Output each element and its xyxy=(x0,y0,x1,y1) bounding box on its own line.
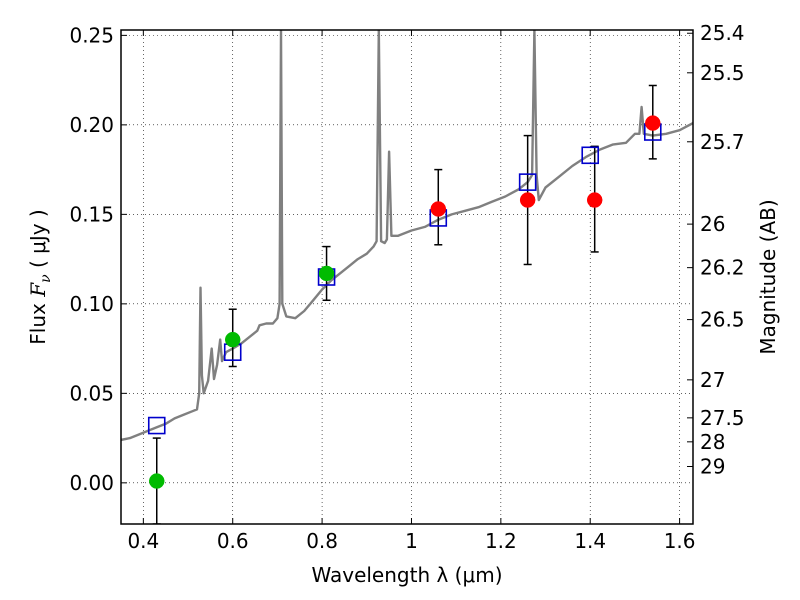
photometry-point xyxy=(149,473,165,489)
tick-layer: 0.4 0.6 0.8 1 1.2 1.4 1.6 0.00 0.05 0.10 0.15 0.20 0… xyxy=(69,21,744,553)
y-tick-label: 0.15 xyxy=(69,202,114,226)
photometry-point xyxy=(519,192,536,208)
plot-frame xyxy=(120,29,694,525)
y-tick-label: 0.25 xyxy=(69,23,114,47)
grid xyxy=(121,30,693,524)
mag-tick-label: 26.5 xyxy=(700,308,745,332)
x-tick-label: 0.4 xyxy=(127,529,159,553)
mag-tick-label: 26.2 xyxy=(700,256,745,280)
y-axis-label-symbol: F xyxy=(26,282,50,298)
mag-tick-label: 28 xyxy=(700,430,725,454)
mag-tick-label: 25.7 xyxy=(700,130,745,154)
model-photometry-square xyxy=(581,146,600,165)
y-axis-label-subscript: ν xyxy=(38,274,54,283)
x-tick-label: 1.6 xyxy=(664,529,696,553)
mag-tick-label: 26 xyxy=(700,212,725,236)
model-photometry-square xyxy=(518,173,537,191)
marker-layer xyxy=(147,115,662,489)
spectrum-line xyxy=(121,30,693,442)
x-tick-label: 0.6 xyxy=(217,529,249,553)
y2-axis-label: Magnitude (AB) xyxy=(756,199,780,354)
model-photometry-square xyxy=(147,416,166,435)
photometry-point xyxy=(318,265,335,282)
mag-tick-label: 25.4 xyxy=(700,21,745,45)
y-axis-label-suffix: ( μJy ) xyxy=(26,209,50,274)
mag-tick-label: 27 xyxy=(700,368,725,392)
x-axis-label: Wavelength λ (μm) xyxy=(311,563,502,587)
mag-tick-label: 25.5 xyxy=(700,61,745,85)
x-tick-label: 0.8 xyxy=(306,529,338,553)
photometry-point xyxy=(586,192,603,208)
photometry-point xyxy=(430,201,447,217)
x-tick-label: 1.2 xyxy=(485,529,517,553)
y-axis-label-prefix: Flux xyxy=(26,297,50,345)
photometry-point xyxy=(224,331,241,348)
y-tick-label: 0.05 xyxy=(69,381,114,405)
mag-tick-label: 29 xyxy=(700,455,725,479)
y-axis-label: Flux Fν ( μJy ) xyxy=(26,209,54,344)
x-tick-label: 1.4 xyxy=(574,529,606,553)
y-tick-label: 0.20 xyxy=(69,113,114,137)
x-tick-label: 1 xyxy=(405,529,418,553)
y-tick-label: 0.10 xyxy=(69,292,114,316)
spectrum-layer xyxy=(121,30,693,442)
y-tick-label: 0.00 xyxy=(69,471,114,495)
photometry-point xyxy=(645,115,661,131)
mag-tick-label: 27.5 xyxy=(700,406,745,430)
